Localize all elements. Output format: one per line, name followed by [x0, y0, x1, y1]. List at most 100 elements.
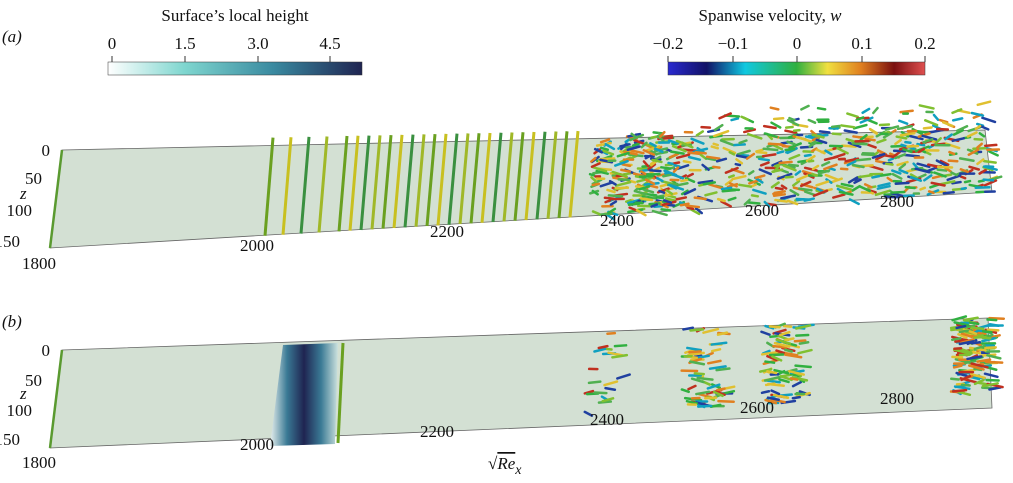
vortex-blob [716, 331, 729, 336]
vortex-blob [917, 132, 931, 138]
vortex-blob [948, 150, 956, 156]
vortex-blob [599, 157, 616, 161]
vortex-blob [958, 340, 975, 346]
vortex-blob [934, 137, 942, 145]
vortex-blob [606, 188, 616, 194]
vortex-blob [847, 141, 862, 149]
vortex-blob [944, 133, 954, 141]
vortex-blob [859, 116, 874, 124]
vortex-blob [859, 185, 871, 193]
vortex-blob [652, 150, 669, 156]
vortex-blob [728, 182, 738, 188]
vortex-blob [967, 148, 980, 156]
vortex-blob [683, 188, 697, 196]
vortex-blob [902, 148, 913, 154]
vortex-line [568, 130, 580, 218]
vortex-blob [761, 153, 777, 158]
vortex-blob [896, 125, 913, 131]
vortex-blob [735, 158, 744, 165]
vortex-blob [856, 173, 873, 179]
vortex-blob [988, 386, 1002, 391]
vortex-blob [973, 344, 986, 351]
vortex-blob [871, 174, 881, 179]
vortex-blob [778, 330, 791, 337]
vortex-blob [895, 135, 908, 140]
vortex-blob [874, 189, 890, 197]
vortex-blob [884, 125, 900, 131]
vortex-blob [750, 183, 758, 188]
vortex-line [370, 135, 382, 230]
colorbar-tick-label: −0.2 [653, 34, 684, 53]
vortex-blob [891, 172, 903, 180]
vortex-blob [986, 328, 1000, 332]
vortex-blob [933, 171, 947, 178]
vortex-blob [853, 178, 862, 184]
vortex-blob [786, 118, 800, 127]
vortex-line [447, 133, 459, 225]
vortex-blob [846, 112, 859, 119]
vortex-blob [704, 396, 718, 400]
vortex-blob [633, 138, 646, 146]
vortex-blob [836, 146, 849, 155]
vortex-blob [903, 153, 921, 158]
colorbar-title: Surface’s local height [161, 6, 309, 25]
x-tick-label: 2200 [420, 422, 454, 441]
vortex-blob [773, 368, 790, 375]
vortex-blob [851, 184, 861, 192]
vortex-blob [800, 104, 810, 111]
vortex-blob [721, 188, 737, 193]
vortex-blob [812, 189, 829, 197]
vortex-blob [981, 382, 999, 388]
vortex-blob [976, 158, 985, 166]
x-tick-label: 2600 [745, 201, 779, 220]
z-tick-label: 150 [0, 232, 20, 251]
vortex-blob [762, 124, 777, 130]
vortex-blob [798, 187, 813, 192]
vortex-blob [614, 159, 629, 167]
vortex-blob [955, 324, 967, 330]
vortex-blob [705, 155, 721, 160]
vortex-line [414, 134, 426, 227]
vortex-blob [762, 147, 779, 152]
vortex-blob [599, 138, 611, 144]
vortex-blob [973, 378, 985, 386]
vortex-blob [963, 179, 972, 184]
vortex-blob [636, 177, 652, 183]
vortex-blob [932, 113, 940, 122]
vortex-blob [984, 143, 998, 148]
vortex-blob [982, 165, 998, 171]
vortex-blob [951, 315, 968, 322]
vortex-line [546, 131, 558, 219]
vortex-blob [982, 159, 997, 164]
vortex-blob [778, 160, 793, 165]
vortex-blob [922, 126, 933, 130]
vortex-blob [898, 168, 909, 175]
vortex-blob [776, 172, 793, 180]
vortex-blob [960, 332, 974, 339]
z-tick-label: 50 [25, 169, 42, 188]
vortex-blob [828, 167, 836, 172]
vortex-blob [805, 154, 816, 163]
vortex-blob [788, 116, 796, 122]
vortex-blob [754, 174, 766, 180]
vortex-blob [952, 348, 968, 354]
x-tick-label: 2800 [880, 389, 914, 408]
vortex-blob [972, 147, 987, 151]
vortex-blob [771, 355, 783, 362]
vortex-blob [775, 349, 785, 355]
vortex-blob [679, 202, 690, 207]
vortex-blob [957, 390, 972, 397]
vortex-blob [593, 147, 604, 154]
vortex-blob [912, 162, 919, 170]
vortex-blob [951, 355, 964, 359]
vortex-blob [697, 404, 713, 408]
vortex-blob [964, 359, 977, 365]
vortex-blob [789, 189, 800, 196]
vortex-blob [830, 124, 841, 129]
vortex-blob [977, 179, 985, 183]
vortex-line [502, 132, 514, 222]
vortex-blob [690, 137, 705, 145]
vortex-blob [846, 160, 857, 167]
vortex-blob [904, 185, 916, 190]
vortex-blob [926, 166, 938, 173]
